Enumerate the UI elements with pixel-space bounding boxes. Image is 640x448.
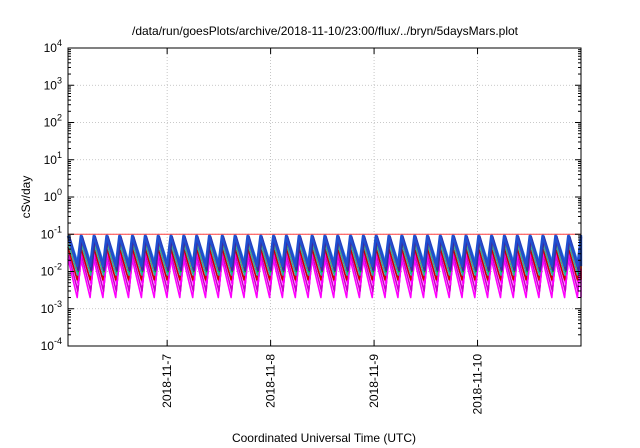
y-tick-label-exp: -4 bbox=[54, 336, 62, 346]
y-tick-label-exp: -3 bbox=[54, 299, 62, 309]
y-tick-label-base: 10 bbox=[44, 78, 58, 92]
plot-frame bbox=[67, 47, 582, 347]
y-tick-label-base: 10 bbox=[41, 227, 55, 241]
y-tick-label-exp: 1 bbox=[57, 150, 62, 160]
y-tick-label: 10-4 bbox=[41, 336, 62, 353]
x-tick-label: 2018-11-7 bbox=[160, 354, 174, 408]
x-axis-label: Coordinated Universal Time (UTC) bbox=[232, 431, 416, 445]
x-axis: 2018-11-7 2018-11-8 2018-11-9 2018-11-10 bbox=[160, 48, 485, 415]
series-line bbox=[66, 234, 583, 268]
y-tick-label: 103 bbox=[44, 75, 62, 92]
y-tick-label-exp: -2 bbox=[54, 262, 62, 272]
y-tick-label: 10-3 bbox=[41, 299, 62, 316]
grid bbox=[68, 48, 581, 346]
y-tick-label-exp: -1 bbox=[54, 224, 62, 234]
y-tick-label-base: 10 bbox=[44, 41, 58, 55]
y-tick-label-base: 10 bbox=[41, 302, 55, 316]
y-tick-label-exp: 2 bbox=[57, 113, 62, 123]
y-tick-label: 10-2 bbox=[41, 262, 62, 279]
y-tick-label: 10-1 bbox=[41, 224, 62, 241]
series-group bbox=[66, 233, 583, 299]
y-tick-label: 101 bbox=[44, 150, 62, 167]
y-axis-label: cSv/day bbox=[19, 176, 33, 219]
y-tick-label-base: 10 bbox=[44, 116, 58, 130]
y-tick-label: 104 bbox=[44, 38, 62, 55]
y-tick-label-exp: 3 bbox=[57, 75, 62, 85]
y-tick-label-base: 10 bbox=[44, 190, 58, 204]
y-tick-label: 100 bbox=[44, 187, 62, 204]
y-tick-label-base: 10 bbox=[44, 153, 58, 167]
y-tick-label-exp: 4 bbox=[57, 38, 62, 48]
y-tick-label-base: 10 bbox=[41, 339, 55, 353]
x-tick-label: 2018-11-9 bbox=[367, 354, 381, 408]
x-tick-label: 2018-11-8 bbox=[264, 354, 278, 408]
y-tick-label: 102 bbox=[44, 113, 62, 130]
x-tick-label: 2018-11-10 bbox=[471, 354, 485, 415]
y-tick-label-exp: 0 bbox=[57, 187, 62, 197]
y-tick-label-base: 10 bbox=[41, 265, 55, 279]
chart-title: /data/run/goesPlots/archive/2018-11-10/2… bbox=[132, 24, 519, 38]
